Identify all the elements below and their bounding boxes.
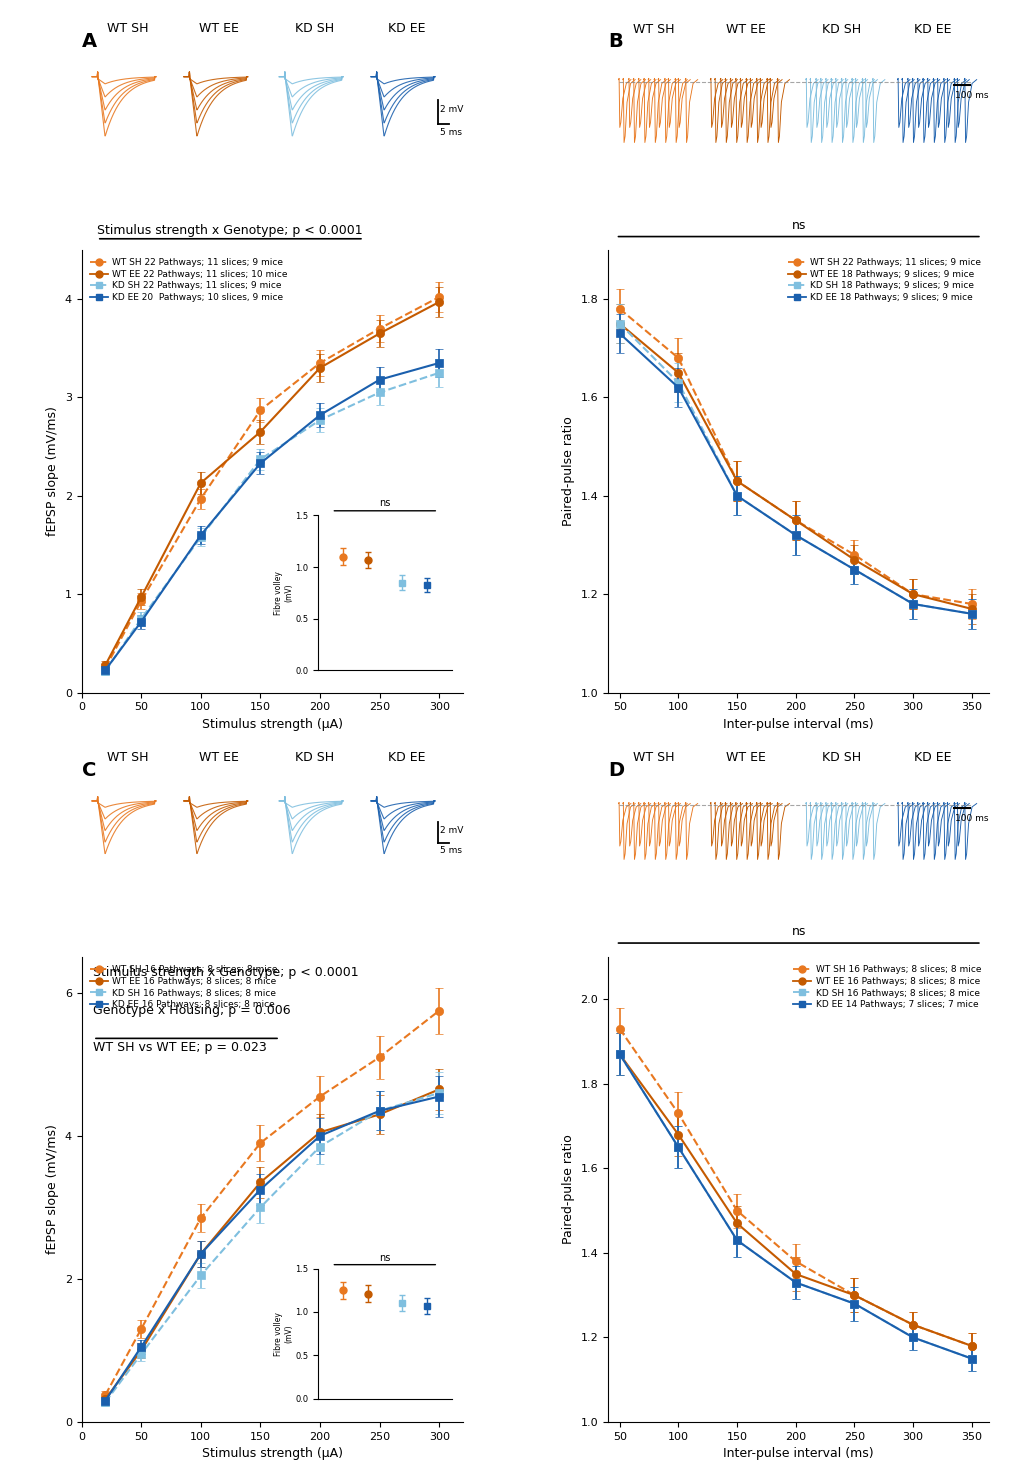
- Text: KD SH: KD SH: [294, 22, 334, 35]
- Text: Genotype x Housing; p = 0.006: Genotype x Housing; p = 0.006: [93, 1004, 290, 1016]
- X-axis label: Stimulus strength (μA): Stimulus strength (μA): [202, 1447, 342, 1460]
- Text: D: D: [607, 761, 624, 780]
- Text: KD SH: KD SH: [820, 22, 860, 35]
- Text: KD EE: KD EE: [913, 752, 951, 764]
- Text: KD EE: KD EE: [387, 22, 425, 35]
- Text: 5 ms: 5 ms: [439, 128, 462, 136]
- Text: WT EE: WT EE: [726, 22, 765, 35]
- Text: Stimulus strength x Genotype; p < 0.0001: Stimulus strength x Genotype; p < 0.0001: [97, 224, 362, 236]
- X-axis label: Inter-pulse interval (ms): Inter-pulse interval (ms): [722, 1447, 873, 1460]
- Text: B: B: [607, 32, 623, 51]
- Text: WT EE: WT EE: [199, 22, 239, 35]
- Text: KD SH: KD SH: [294, 751, 334, 764]
- X-axis label: Inter-pulse interval (ms): Inter-pulse interval (ms): [722, 718, 873, 730]
- Text: WT EE: WT EE: [199, 751, 239, 764]
- Text: WT SH vs WT EE; p = 0.023: WT SH vs WT EE; p = 0.023: [93, 1041, 267, 1054]
- X-axis label: Stimulus strength (μA): Stimulus strength (μA): [202, 718, 342, 730]
- Text: 100 ms: 100 ms: [954, 91, 987, 101]
- Text: ns: ns: [791, 218, 805, 232]
- Text: WT SH: WT SH: [107, 751, 148, 764]
- Text: C: C: [82, 761, 96, 780]
- Text: KD EE: KD EE: [387, 751, 425, 764]
- Y-axis label: Paired-pulse ratio: Paired-pulse ratio: [561, 1135, 575, 1245]
- Legend: WT SH 16 Pathways; 8 slices; 8 mice, WT EE 16 Pathways; 8 slices; 8 mice, KD SH : WT SH 16 Pathways; 8 slices; 8 mice, WT …: [789, 962, 984, 1013]
- Text: KD SH: KD SH: [820, 752, 860, 764]
- Text: 2 mV: 2 mV: [439, 106, 463, 114]
- Legend: WT SH 22 Pathways; 11 slices; 9 mice, WT EE 22 Pathways; 11 slices; 10 mice, KD : WT SH 22 Pathways; 11 slices; 9 mice, WT…: [86, 255, 291, 306]
- Text: KD EE: KD EE: [913, 22, 951, 35]
- Text: WT SH: WT SH: [633, 752, 674, 764]
- Text: A: A: [82, 32, 97, 51]
- Text: 2 mV: 2 mV: [439, 825, 463, 834]
- Y-axis label: Paired-pulse ratio: Paired-pulse ratio: [561, 416, 575, 526]
- Y-axis label: fEPSP slope (mV/ms): fEPSP slope (mV/ms): [46, 406, 59, 537]
- Text: 5 ms: 5 ms: [439, 846, 462, 855]
- Text: WT EE: WT EE: [726, 752, 765, 764]
- Text: 100 ms: 100 ms: [954, 814, 987, 822]
- Text: WT SH: WT SH: [107, 22, 148, 35]
- Legend: WT SH 22 Pathways; 11 slices; 9 mice, WT EE 18 Pathways; 9 slices; 9 mice, KD SH: WT SH 22 Pathways; 11 slices; 9 mice, WT…: [784, 255, 984, 306]
- Text: ns: ns: [791, 925, 805, 938]
- Legend: WT SH 16 Pathways; 8 slices; 8 mice, WT EE 16 Pathways; 8 slices; 8 mice, KD SH : WT SH 16 Pathways; 8 slices; 8 mice, WT …: [86, 962, 281, 1013]
- Text: Stimulus strength x Genotype; p < 0.0001: Stimulus strength x Genotype; p < 0.0001: [93, 966, 359, 979]
- Y-axis label: fEPSP slope (mV/ms): fEPSP slope (mV/ms): [46, 1124, 59, 1255]
- Text: WT SH: WT SH: [633, 22, 674, 35]
